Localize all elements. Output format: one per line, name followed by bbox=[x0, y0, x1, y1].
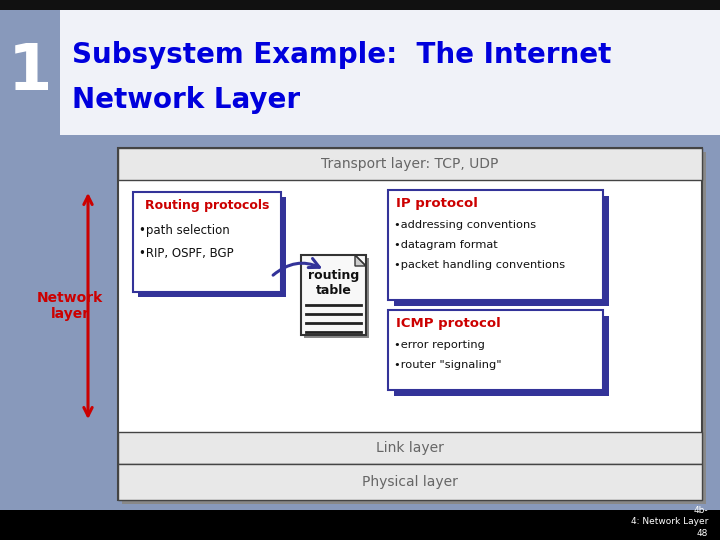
Text: Network Layer: Network Layer bbox=[72, 86, 300, 114]
Text: •path selection: •path selection bbox=[139, 224, 230, 237]
Text: 1: 1 bbox=[8, 41, 52, 103]
Text: •packet handling conventions: •packet handling conventions bbox=[394, 260, 565, 270]
Text: ICMP protocol: ICMP protocol bbox=[396, 318, 500, 330]
Bar bbox=[122, 152, 706, 504]
Bar bbox=[133, 192, 281, 292]
Text: •addressing conventions: •addressing conventions bbox=[394, 220, 536, 230]
Text: Network
layer: Network layer bbox=[37, 291, 103, 321]
Text: Link layer: Link layer bbox=[376, 441, 444, 455]
Bar bbox=[118, 148, 702, 500]
Bar bbox=[60, 10, 720, 135]
Bar bbox=[118, 148, 702, 180]
Text: •datagram format: •datagram format bbox=[394, 240, 498, 250]
Text: IP protocol: IP protocol bbox=[396, 198, 478, 211]
Text: •error reporting: •error reporting bbox=[394, 340, 485, 350]
Bar bbox=[388, 310, 603, 390]
Bar bbox=[388, 190, 603, 300]
Polygon shape bbox=[355, 255, 366, 266]
Bar bbox=[301, 255, 366, 335]
Text: Routing protocols: Routing protocols bbox=[145, 199, 269, 213]
Text: •RIP, OSPF, BGP: •RIP, OSPF, BGP bbox=[139, 247, 233, 260]
Bar bbox=[0, 0, 720, 10]
Bar bbox=[0, 510, 720, 540]
Bar bbox=[118, 464, 702, 500]
Bar bbox=[394, 196, 609, 306]
Text: routing
table: routing table bbox=[308, 269, 359, 297]
Bar bbox=[394, 316, 609, 396]
Text: Transport layer: TCP, UDP: Transport layer: TCP, UDP bbox=[321, 157, 499, 171]
Text: Subsystem Example:  The Internet: Subsystem Example: The Internet bbox=[72, 41, 611, 69]
Text: •router "signaling": •router "signaling" bbox=[394, 360, 502, 370]
Text: Physical layer: Physical layer bbox=[362, 475, 458, 489]
Bar bbox=[304, 258, 369, 338]
Bar bbox=[118, 432, 702, 464]
Text: 4b-
4: Network Layer
48: 4b- 4: Network Layer 48 bbox=[631, 507, 708, 538]
Bar bbox=[138, 197, 286, 297]
